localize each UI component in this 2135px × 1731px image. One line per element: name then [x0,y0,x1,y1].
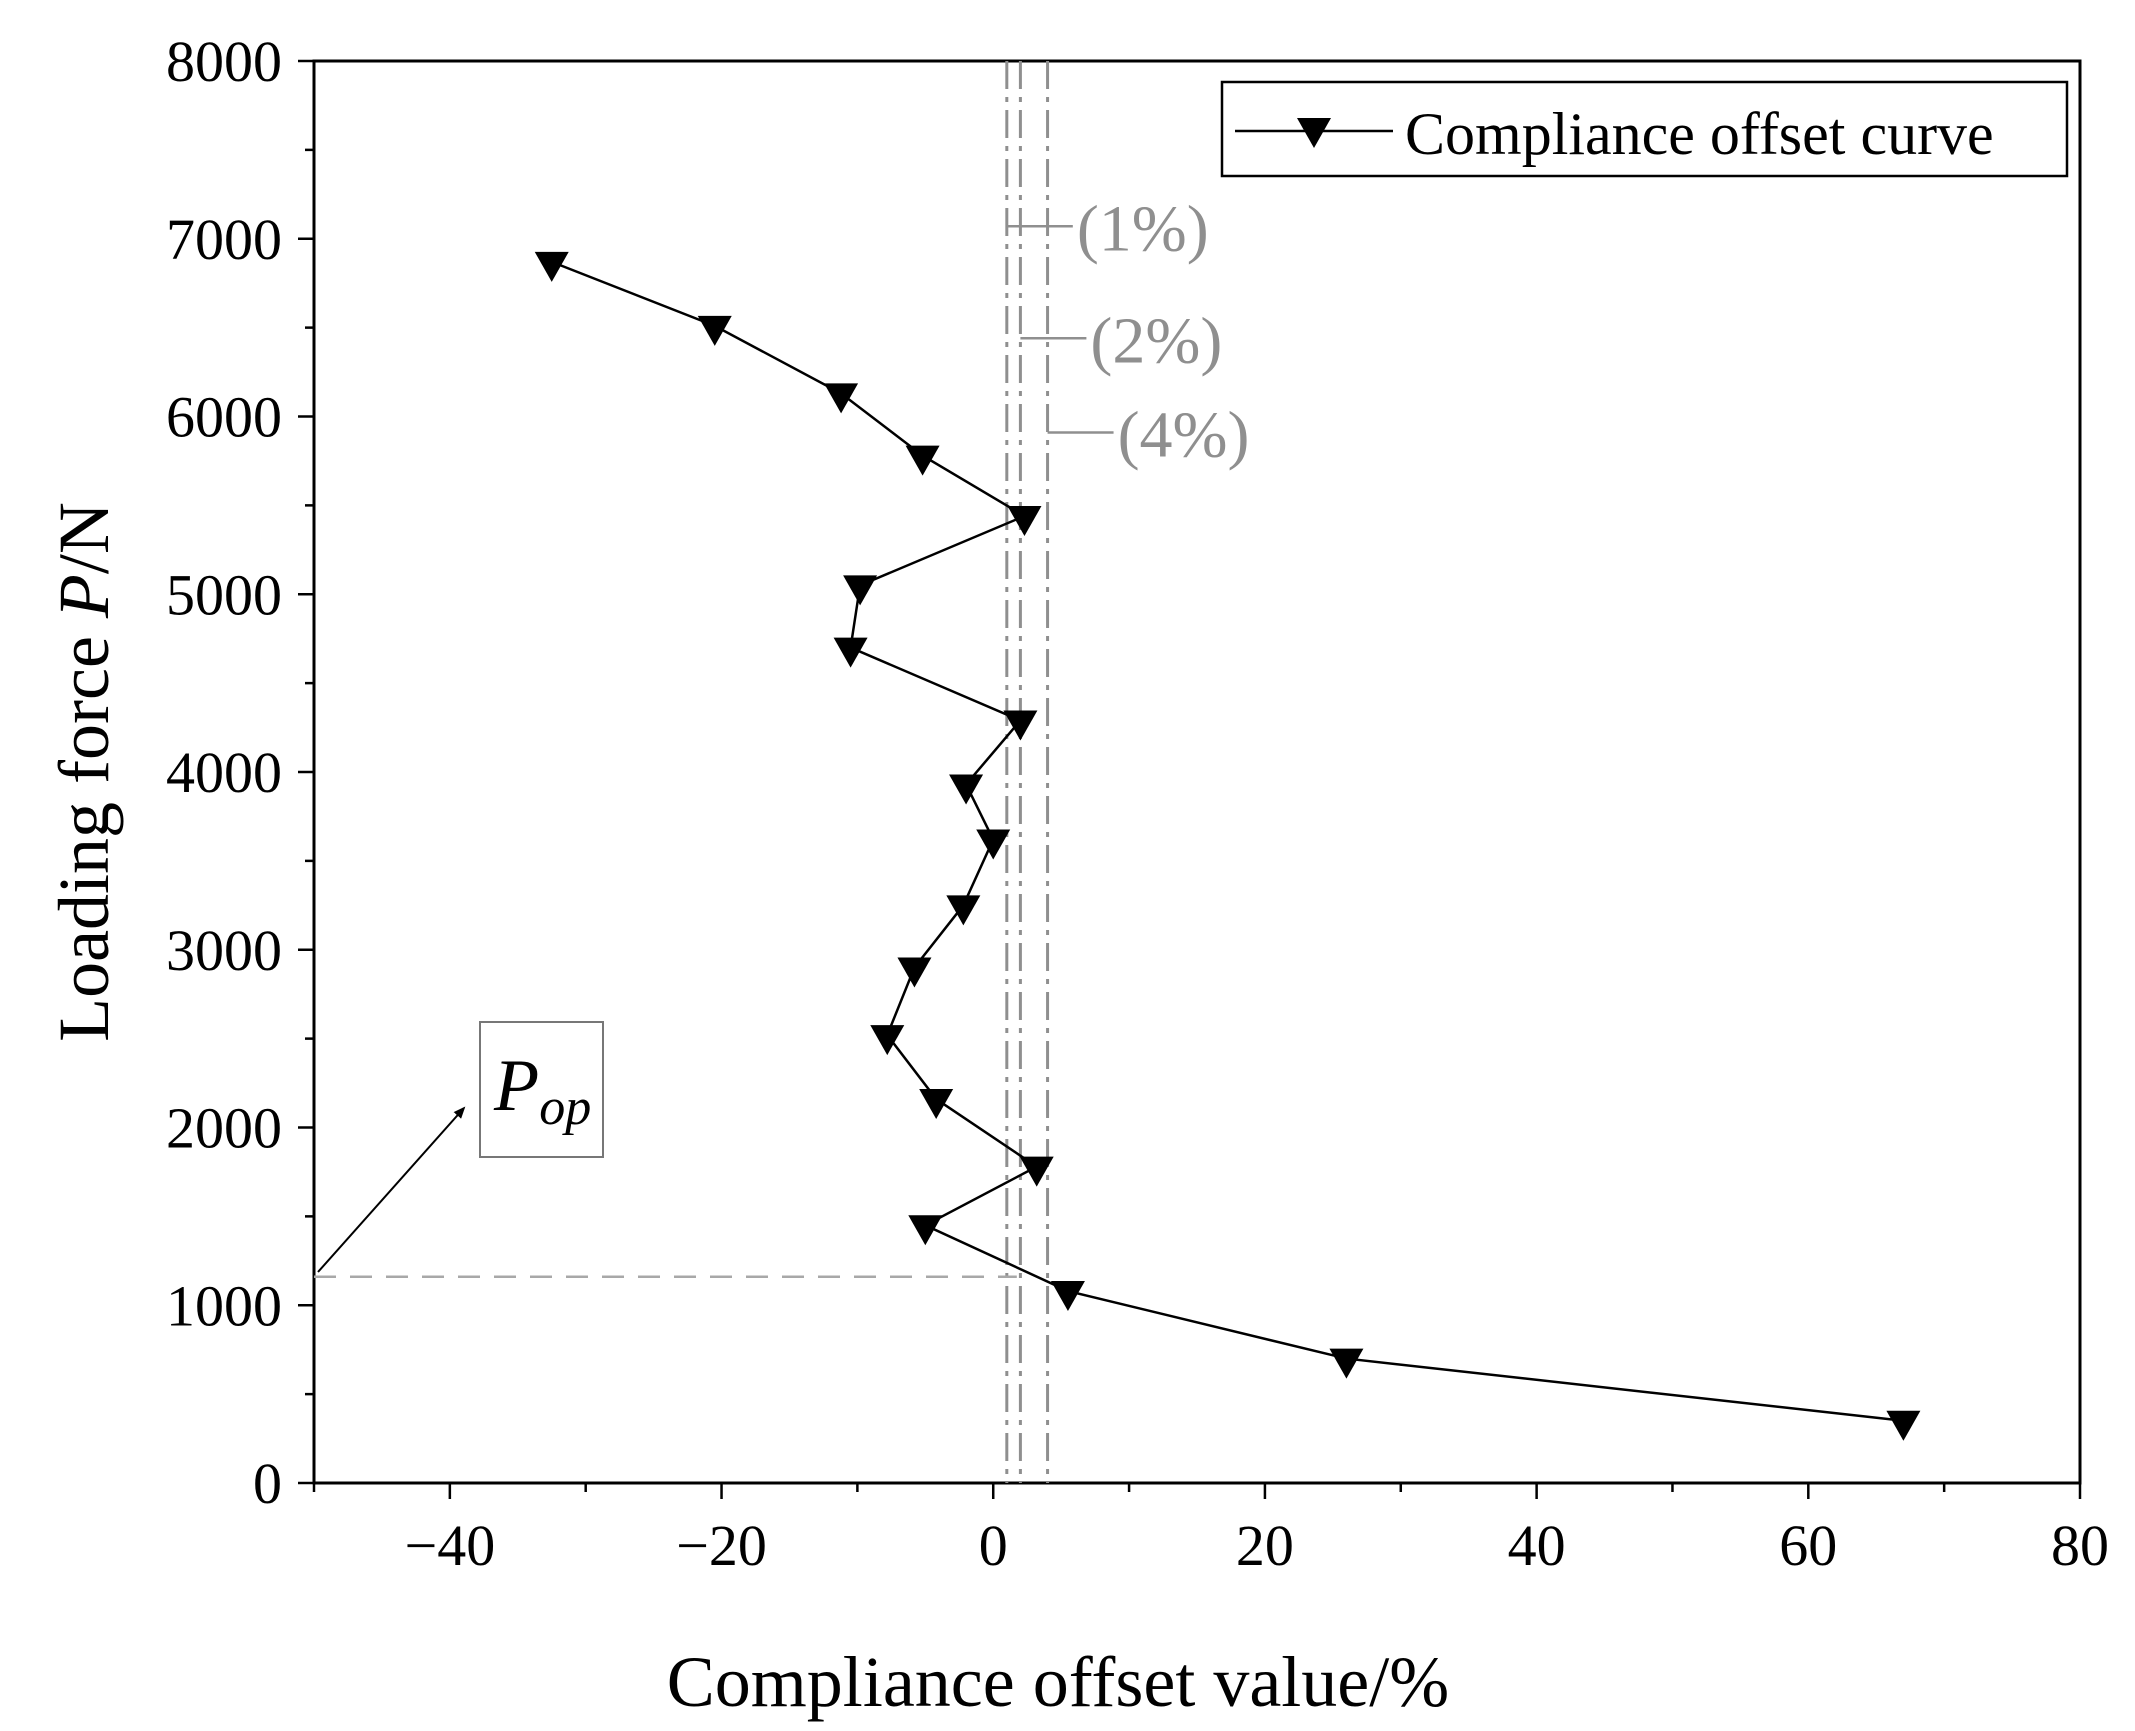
data-point [976,829,1011,860]
data-point [949,774,984,805]
y-axis-label-prefix: Loading force [44,618,124,1042]
pop-label-box [479,1021,604,1158]
data-point [843,575,878,606]
x-tick-label: −40 [404,1513,495,1578]
data-point [1886,1410,1921,1441]
x-axis-label: Compliance offset value/% [667,1642,1449,1722]
y-tick-label: 6000 [166,385,282,450]
y-tick-label: 8000 [166,29,282,94]
y-tick-label: 5000 [166,562,282,627]
series-compliance-offset-curve [534,251,1921,1441]
data-point [897,957,932,988]
pop-arrow [317,1106,466,1273]
reference-label: (4%) [1118,398,1250,471]
legend-label: Compliance offset curve [1405,101,1994,167]
data-point [870,1025,905,1056]
x-tick-label: 40 [1508,1513,1566,1578]
y-axis-label-suffix: /N [44,502,124,574]
x-tick-label: 20 [1236,1513,1294,1578]
reference-label: (1%) [1077,192,1209,265]
y-tick-label: 7000 [166,207,282,272]
y-tick-label: 3000 [166,918,282,983]
y-axis: 0 1000 2000 3000 4000 5000 6000 7000 8000 [166,29,314,1516]
y-tick-label: 1000 [166,1273,282,1338]
x-tick-label: −20 [676,1513,767,1578]
reference-label: (2%) [1090,304,1222,377]
x-tick-label: 0 [979,1513,1008,1578]
data-point [919,1089,954,1120]
data-point [1050,1281,1085,1312]
data-point [534,251,569,282]
data-point [697,315,732,346]
pop-label-sub: op [539,1079,591,1136]
y-tick-label: 4000 [166,740,282,805]
plot-frame [312,59,2082,1485]
data-point [1003,710,1038,741]
x-axis: −40 −20 0 20 40 60 80 [312,1483,2109,1578]
data-point [833,637,868,668]
y-axis-label-var: P [44,574,124,619]
legend: Compliance offset curve [1220,80,2069,178]
data-point [905,445,940,476]
legend-marker [1297,118,1331,148]
x-tick-label: 80 [2051,1513,2109,1578]
reference-lines: (1%) (2%) (4%) [1005,61,1250,1483]
x-tick-label: 60 [1779,1513,1837,1578]
data-point [824,383,859,414]
pop-label-main: P [493,1045,539,1127]
y-tick-label: 0 [253,1451,282,1516]
data-point [908,1215,943,1246]
data-point [1007,506,1042,537]
y-tick-label: 2000 [166,1096,282,1161]
data-point [946,895,981,926]
data-point [1019,1156,1054,1187]
pop-label: Pop [493,1045,591,1136]
y-axis-label: Loading force P/N [44,502,124,1042]
legend-box [1220,80,2069,178]
data-point [1329,1348,1364,1379]
